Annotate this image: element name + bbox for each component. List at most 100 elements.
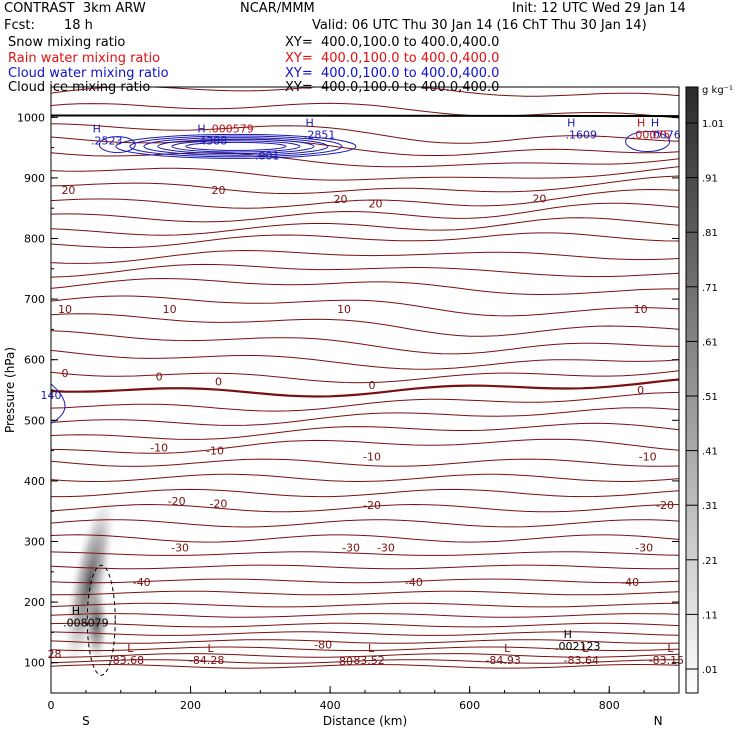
- surface-line: [51, 114, 679, 118]
- cloudwater-max-4: .0076: [649, 129, 681, 142]
- isotherm-660: [51, 313, 679, 337]
- isotherm-195: [51, 602, 679, 608]
- temp-label-3: -40: [405, 576, 423, 589]
- isotherm-235: [51, 578, 679, 584]
- colorbar: [685, 86, 699, 694]
- temp-label-22: 10: [58, 303, 72, 316]
- isotherm-866: [51, 188, 679, 209]
- temp-label-8: -30: [635, 542, 653, 555]
- colorbar-tick-label-0: .01: [702, 665, 718, 676]
- y-tick-label-9: 1000: [17, 111, 45, 124]
- cloudwater-max-6: .001: [255, 150, 280, 163]
- cloudwater-max-kind-4: H: [651, 117, 659, 130]
- isotherm-135: [51, 639, 679, 644]
- y-tick-label-5: 600: [24, 354, 45, 367]
- field-rain-name: Rain water mixing ratio: [8, 51, 161, 66]
- colorbar-tick-label-2: .21: [702, 556, 718, 567]
- rain-max-0: .000579: [208, 122, 254, 135]
- snow-contour: [86, 564, 116, 676]
- cloudwater-max-3: .1609: [566, 129, 598, 142]
- isotherm-820: [51, 217, 679, 236]
- x-tick-label-4: 800: [599, 699, 620, 712]
- y-tick-label-7: 800: [24, 233, 45, 246]
- isotherm-215: [51, 590, 679, 596]
- temp-label-14: -10: [206, 445, 224, 458]
- endpoint-south: S: [82, 714, 90, 728]
- isotherm-1010: [51, 102, 679, 119]
- cloudwater-max-kind-2: H: [306, 117, 314, 130]
- temp-label-30: 20: [532, 193, 546, 206]
- isotherm-955: [51, 136, 679, 156]
- isotherm-720: [51, 277, 679, 296]
- isotherm-305: [51, 534, 679, 543]
- temp-extrema-kind-1: L: [208, 642, 215, 655]
- isotherm-632: [51, 330, 679, 355]
- cloudwater-max-kind-0: H: [93, 123, 101, 136]
- isotherm-912: [51, 166, 679, 181]
- cloudwater-max-1: .4388: [196, 135, 228, 148]
- y-tick-label-4: 500: [24, 414, 45, 427]
- field-snow-name: Snow mixing ratio: [8, 35, 126, 50]
- x-axis-label: Distance (km): [323, 714, 407, 728]
- temp-label-5: -30: [171, 542, 189, 555]
- temp-label-26: 20: [61, 184, 75, 197]
- x-tick-label-0: 0: [48, 699, 55, 712]
- isotherm-745: [51, 263, 679, 278]
- init-time: Init: 12 UTC Wed 29 Jan 14: [512, 1, 686, 16]
- temp-extrema-kind-2: L: [368, 642, 375, 655]
- cloudwater-contour-2: [143, 137, 329, 156]
- colorbar-tick-label-1: .11: [702, 610, 718, 621]
- temp-label-10: -20: [209, 497, 227, 510]
- forecast-label: Fcst:: [4, 18, 35, 33]
- temp-label-11: -20: [363, 499, 381, 512]
- isotherm-480: [51, 422, 679, 440]
- temp-extrema-6: 28: [47, 648, 61, 661]
- temp-label-23: 10: [163, 303, 177, 316]
- colorbar-tick-label-3: .31: [702, 501, 718, 512]
- temp-label-7: -30: [377, 542, 395, 555]
- isotherm-280: [51, 551, 679, 556]
- colorbar-tick-label-5: .51: [702, 392, 718, 403]
- isotherm-843: [51, 202, 679, 223]
- temp-label-27: 20: [211, 184, 225, 197]
- isotherm-355: [51, 503, 679, 513]
- colorbar-unit: g kg⁻¹: [702, 85, 733, 96]
- valid-time: Valid: 06 UTC Thu 30 Jan 14 (16 ChT Thu …: [312, 18, 647, 33]
- isotherm-690: [51, 295, 679, 317]
- isotherm-975: [51, 123, 679, 144]
- temp-extrema-kind-0: L: [127, 642, 134, 655]
- isotherm-555: [51, 378, 679, 398]
- temp-extrema-0: -83.68: [109, 654, 144, 667]
- isotherm-1040: [51, 87, 679, 97]
- cloudwater-contour-5: [185, 141, 287, 151]
- field-cloudwater-xy: XY= 400.0,100.0 to 400.0,400.0: [285, 66, 500, 81]
- field-rain-xy: XY= 400.0,100.0 to 400.0,400.0: [285, 51, 500, 66]
- isotherm-770: [51, 249, 679, 264]
- temp-label-21: 0: [637, 384, 644, 397]
- isotherm-405: [51, 473, 679, 483]
- isotherm-935: [51, 152, 679, 168]
- field-snow-xy: XY= 400.0,100.0 to 400.0,400.0: [285, 35, 500, 50]
- colorbar-tick-label-10: 1.01: [702, 119, 724, 130]
- snow-max-1: .002123: [555, 640, 601, 653]
- colorbar-tick-label-6: .61: [702, 337, 718, 348]
- colorbar-tick-label-4: .41: [702, 447, 718, 458]
- cloudwater-max-kind-1: H: [197, 123, 205, 136]
- temp-label-24: 10: [337, 303, 351, 316]
- cloudwater-contour-right: [625, 131, 671, 153]
- isotherm-430: [51, 458, 679, 467]
- temp-extrema-2: -83.52: [349, 654, 384, 667]
- temp-extrema-4: -83.64: [564, 654, 599, 667]
- snow-max-kind-0: H: [72, 604, 80, 617]
- colorbar-tick-label-9: .91: [702, 174, 718, 185]
- isotherm-102: [51, 659, 679, 664]
- temp-label-1: -80: [314, 639, 332, 652]
- experiment-title: CONTRAST 3km ARW: [4, 1, 146, 16]
- isotherm-123: [51, 646, 679, 652]
- rain-max-1: .00075: [632, 129, 671, 142]
- y-tick-label-0: 100: [24, 657, 45, 670]
- isotherm-178: [51, 613, 679, 618]
- forecast-hour: 18 h: [64, 18, 93, 33]
- colorbar-tick-label-7: .71: [702, 283, 718, 294]
- y-tick-label-2: 300: [24, 536, 45, 549]
